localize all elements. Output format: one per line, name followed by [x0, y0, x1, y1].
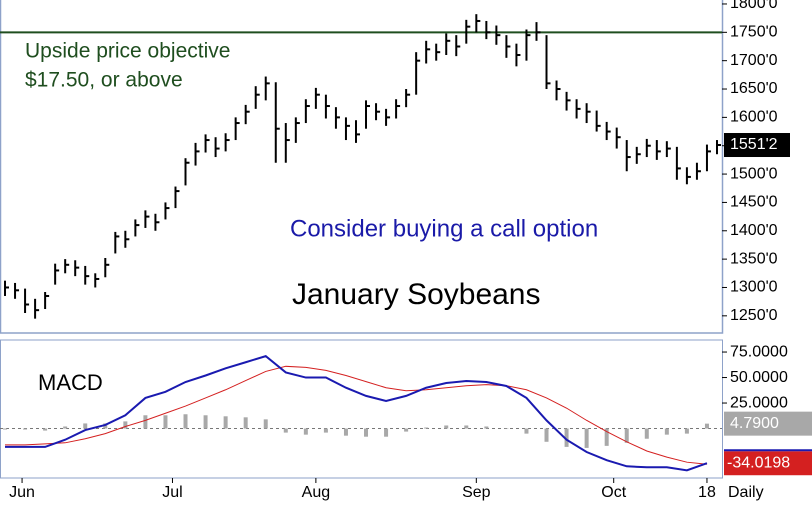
- histogram-bar: [704, 423, 709, 429]
- y-tick-label: 1300'0: [730, 279, 778, 296]
- y-tick-label: 50.0000: [730, 369, 788, 386]
- price-tag-label: 1551'2: [730, 136, 778, 153]
- histogram-bar: [343, 428, 348, 436]
- histogram-bar: [544, 428, 549, 442]
- histogram-bar: [263, 419, 268, 429]
- histogram-bar: [444, 425, 449, 429]
- histogram-bar: [504, 428, 509, 430]
- macd-line: [5, 355, 708, 472]
- histogram-bar: [484, 426, 489, 429]
- macd-tag: [724, 451, 812, 476]
- y-tick-label: 1600'0: [730, 109, 778, 126]
- annotation: Consider buying a call option: [290, 215, 598, 242]
- histogram-bar: [664, 428, 669, 435]
- y-tick-label: 1450'0: [730, 194, 778, 211]
- x-tick-label: 18: [698, 484, 716, 501]
- y-tick-label: 25.0000: [730, 394, 788, 411]
- histogram-bar: [243, 417, 248, 429]
- histogram-bar: [604, 428, 609, 446]
- y-tick-label: 1400'0: [730, 222, 778, 239]
- histogram-bar: [223, 416, 228, 429]
- histogram-bar: [584, 428, 589, 448]
- y-tick-label: 1700'0: [730, 52, 778, 69]
- macd-label: MACD: [38, 370, 103, 395]
- histogram-bar: [23, 428, 28, 430]
- y-tick-label: 1650'0: [730, 80, 778, 97]
- histogram-bar: [203, 415, 208, 429]
- x-tick-label: Jun: [9, 484, 35, 501]
- histogram-bar: [424, 427, 429, 429]
- x-tick-label: Jul: [162, 484, 182, 501]
- x-tick-label: Oct: [601, 484, 626, 501]
- histogram-bar: [644, 428, 649, 439]
- histogram-bar: [524, 428, 529, 434]
- histogram-bar: [384, 428, 389, 437]
- y-tick-label: 1350'0: [730, 250, 778, 267]
- macd-tag-label: -34.0198: [727, 454, 790, 471]
- price-panel-border: [0, 0, 724, 334]
- histogram-bar: [43, 428, 48, 431]
- histogram-bar: [183, 414, 188, 429]
- histogram-tag: [724, 411, 812, 436]
- x-tick-label: Sep: [462, 484, 491, 501]
- histogram-bar: [404, 428, 409, 432]
- y-tick-label: 1250'0: [730, 307, 778, 324]
- histogram-tag-label: 4.7900: [730, 415, 779, 432]
- y-tick-label: 1800'0: [730, 0, 778, 12]
- histogram-bar: [63, 426, 68, 429]
- histogram-bar: [83, 423, 88, 429]
- histogram-bar: [123, 421, 128, 429]
- histogram-bar: [364, 428, 369, 437]
- histogram-bar: [323, 428, 328, 433]
- y-tick-label: 75.0000: [730, 343, 788, 360]
- macd-panel-border: [0, 339, 723, 479]
- histogram-bar: [684, 428, 689, 434]
- annotation: $17.50, or above: [25, 69, 183, 92]
- histogram-bar: [143, 415, 148, 429]
- histogram-bar: [464, 425, 469, 429]
- histogram-bar: [564, 428, 569, 447]
- y-tick-label: 1500'0: [730, 165, 778, 182]
- histogram-bar: [624, 428, 629, 443]
- histogram-bar: [3, 428, 8, 430]
- histogram-bar: [283, 428, 288, 433]
- annotation: Upside price objective: [25, 40, 230, 63]
- histogram-bar: [163, 415, 168, 429]
- x-axis-label: Daily: [728, 484, 764, 501]
- y-tick-label: 1750'0: [730, 24, 778, 41]
- price-tag: [724, 133, 790, 158]
- x-tick-label: Aug: [302, 484, 330, 501]
- signal-line: [5, 365, 708, 465]
- chart-title: January Soybeans: [292, 278, 541, 311]
- histogram-bar: [303, 428, 308, 435]
